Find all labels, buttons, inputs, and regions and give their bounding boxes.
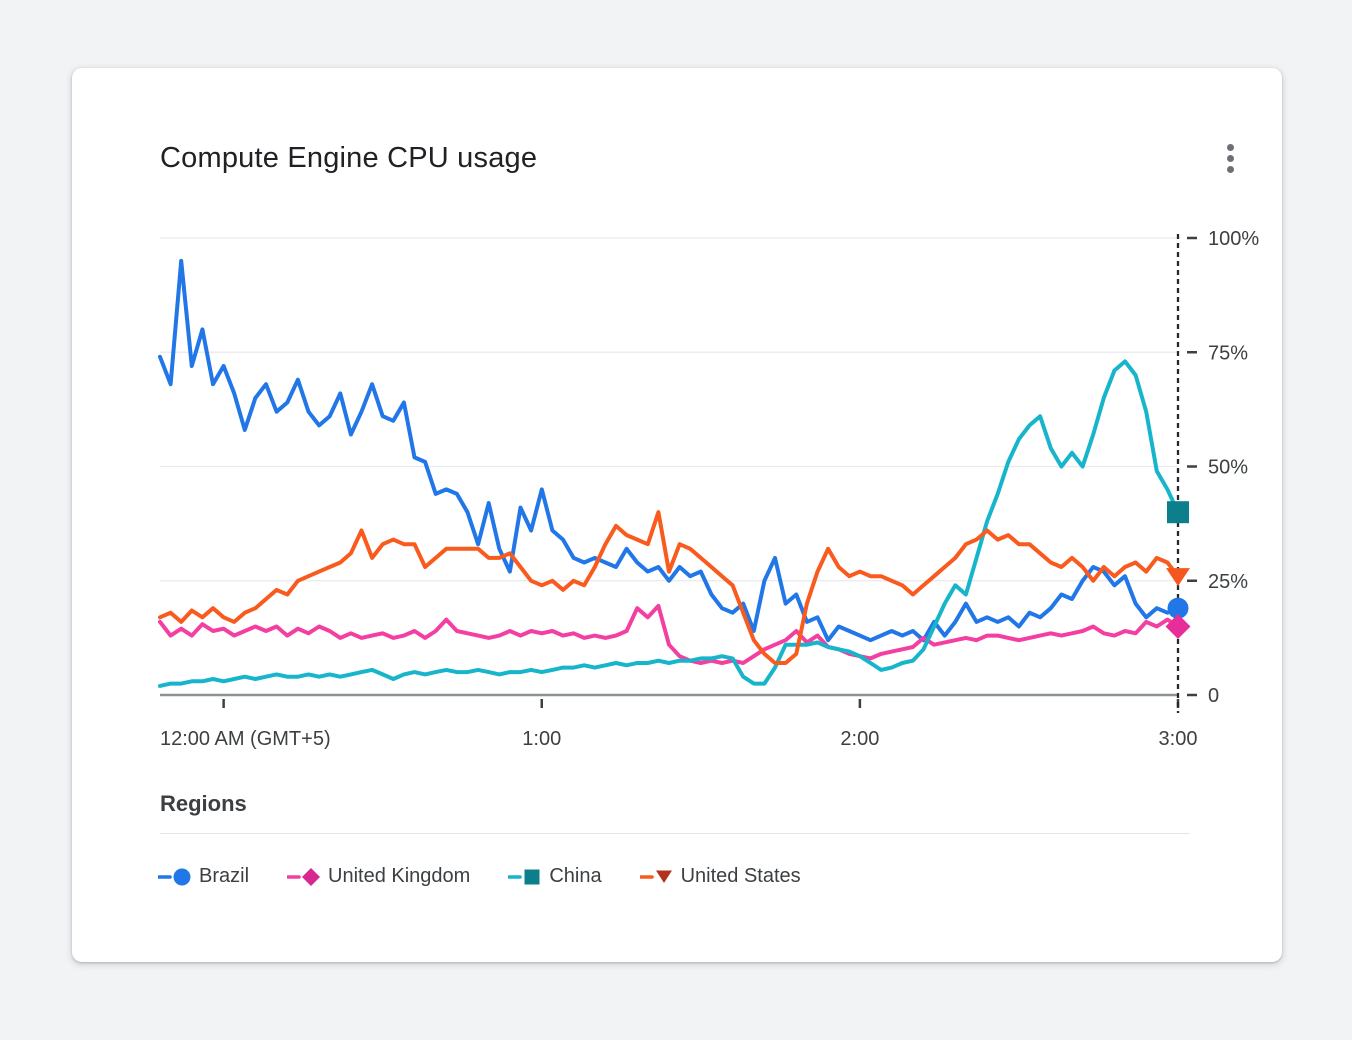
y-axis-label: 25% [1208,571,1248,593]
page-title: Compute Engine CPU usage [160,142,538,174]
end-marker-united-kingdom [1165,613,1191,639]
overflow-menu-button[interactable] [1206,134,1254,182]
end-marker-brazil [1167,597,1189,619]
legend: Brazil United Kingdom China United States [158,865,801,888]
y-axis-label: 75% [1208,342,1248,364]
x-axis-label: 1:00 [522,728,561,750]
series-line-united-kingdom [158,603,1180,665]
china-square-icon [508,869,540,884]
regions-label: Regions [160,791,247,816]
legend-label-united-states: United States [680,865,801,887]
brazil-circle-icon [158,868,191,885]
united-states-triangle-down-icon [639,870,672,883]
y-axis-label: 50% [1208,457,1248,479]
kebab-menu-icon [1226,143,1234,173]
legend-label-china: China [549,865,602,887]
legend-label-united-kingdom: United Kingdom [328,865,471,887]
cpu-usage-chart[interactable]: 0 25% 50% 75% 100% 12:00 AM (GMT+5) 1:00 2:00 3:… [72,68,1282,768]
x-axis-label: 12:00 AM (GMT+5) [160,728,331,750]
y-axis-label: 100% [1208,228,1259,250]
chart-area: 0 25% 50% 75% 100% 12:00 AM (GMT+5) 1:00 2:00 3:… [72,68,1282,768]
united-kingdom-diamond-icon [287,867,321,886]
series-line-united-states [158,510,1180,665]
cpu-usage-card: Compute Engine CPU usage 0 25% 50% 75% 100% 1… [72,68,1282,962]
end-marker-china [1167,501,1189,524]
x-axis-label: 2:00 [840,728,879,750]
legend-label-brazil: Brazil [199,865,250,887]
legend-item-united-states[interactable]: United States [639,865,801,888]
legend-item-china[interactable]: China [508,865,602,888]
legend-item-united-kingdom[interactable]: United Kingdom [287,865,470,888]
y-axis-label: 0 [1208,685,1219,707]
legend-item-brazil[interactable]: Brazil [158,865,249,888]
regions-divider [160,833,1190,834]
series-line-brazil [158,258,1180,643]
series-line-china [158,359,1180,688]
end-marker-united-states [1166,568,1190,587]
x-axis-label: 3:00 [1159,728,1198,750]
